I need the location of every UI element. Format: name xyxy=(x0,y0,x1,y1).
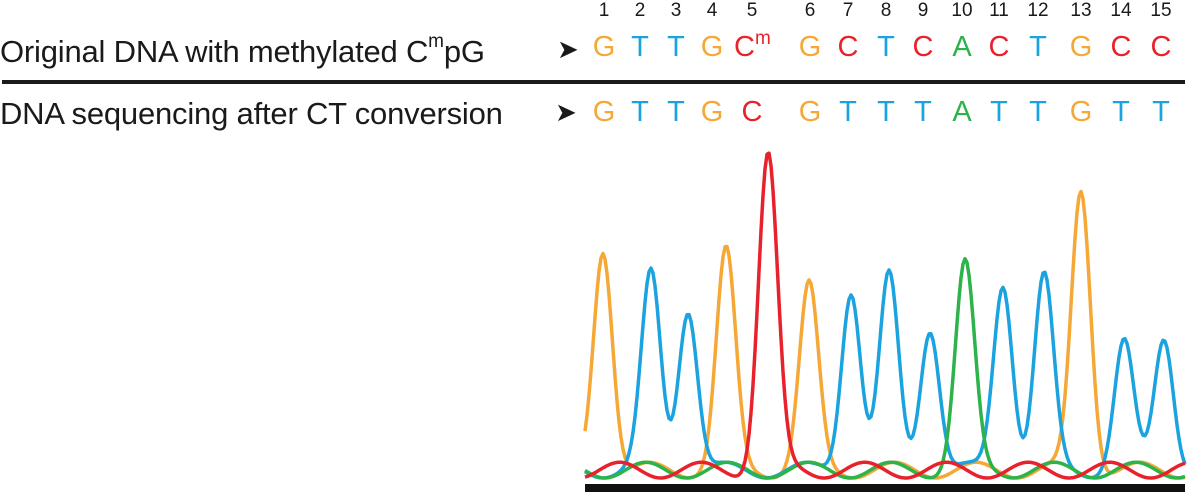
position-number: 7 xyxy=(842,0,854,21)
converted-base: T xyxy=(914,96,932,128)
position-number: 4 xyxy=(706,0,718,21)
converted-base: T xyxy=(990,96,1008,128)
position-number: 9 xyxy=(917,0,929,21)
converted-base: G xyxy=(798,96,822,128)
position-number: 10 xyxy=(951,0,973,21)
converted-base: G xyxy=(1069,96,1093,128)
trace-C xyxy=(584,151,1186,480)
original-base: C xyxy=(988,31,1010,63)
converted-base: T xyxy=(839,96,857,128)
row2-arrow-icon: ➤ xyxy=(555,97,577,127)
original-base: C xyxy=(837,31,859,63)
converted-base: T xyxy=(1152,96,1170,128)
position-number: 15 xyxy=(1150,0,1172,21)
converted-base: T xyxy=(1112,96,1130,128)
original-base: C xyxy=(1110,31,1132,63)
position-number: 6 xyxy=(804,0,816,21)
original-base: C xyxy=(1150,31,1172,63)
position-number: 12 xyxy=(1027,0,1049,21)
position-number: 2 xyxy=(634,0,646,21)
methyl-mark: m xyxy=(754,28,771,49)
converted-base: A xyxy=(952,96,972,128)
original-base: C xyxy=(912,31,934,63)
original-base: G xyxy=(700,31,724,63)
position-number: 3 xyxy=(670,0,682,21)
original-base: G xyxy=(1069,31,1093,63)
position-number: 14 xyxy=(1110,0,1132,21)
divider-line xyxy=(2,80,1185,84)
original-base: T xyxy=(1029,31,1047,63)
original-base: Cm xyxy=(734,28,771,63)
position-number: 8 xyxy=(880,0,892,21)
trace-G xyxy=(583,189,1186,480)
position-number: 13 xyxy=(1070,0,1092,21)
trace-A xyxy=(584,256,1186,480)
chromatogram-baseline xyxy=(585,484,1185,492)
row1-arrow-icon: ➤ xyxy=(557,34,579,64)
converted-dna-label: DNA sequencing after CT conversion xyxy=(0,96,503,131)
converted-base: C xyxy=(741,96,763,128)
position-number: 11 xyxy=(989,0,1009,21)
converted-base: G xyxy=(592,96,616,128)
converted-base: T xyxy=(1029,96,1047,128)
position-number: 5 xyxy=(746,0,758,21)
converted-base: T xyxy=(631,96,649,128)
original-base: T xyxy=(877,31,895,63)
converted-base: G xyxy=(700,96,724,128)
converted-base: T xyxy=(877,96,895,128)
converted-base: T xyxy=(667,96,685,128)
original-base: T xyxy=(631,31,649,63)
methyl-superscript: m xyxy=(428,31,444,52)
position-number: 1 xyxy=(598,0,610,21)
original-dna-label: Original DNA with methylated CmpG xyxy=(0,31,485,69)
original-base: G xyxy=(798,31,822,63)
original-base: G xyxy=(592,31,616,63)
original-base: A xyxy=(952,31,972,63)
original-base: T xyxy=(667,31,685,63)
